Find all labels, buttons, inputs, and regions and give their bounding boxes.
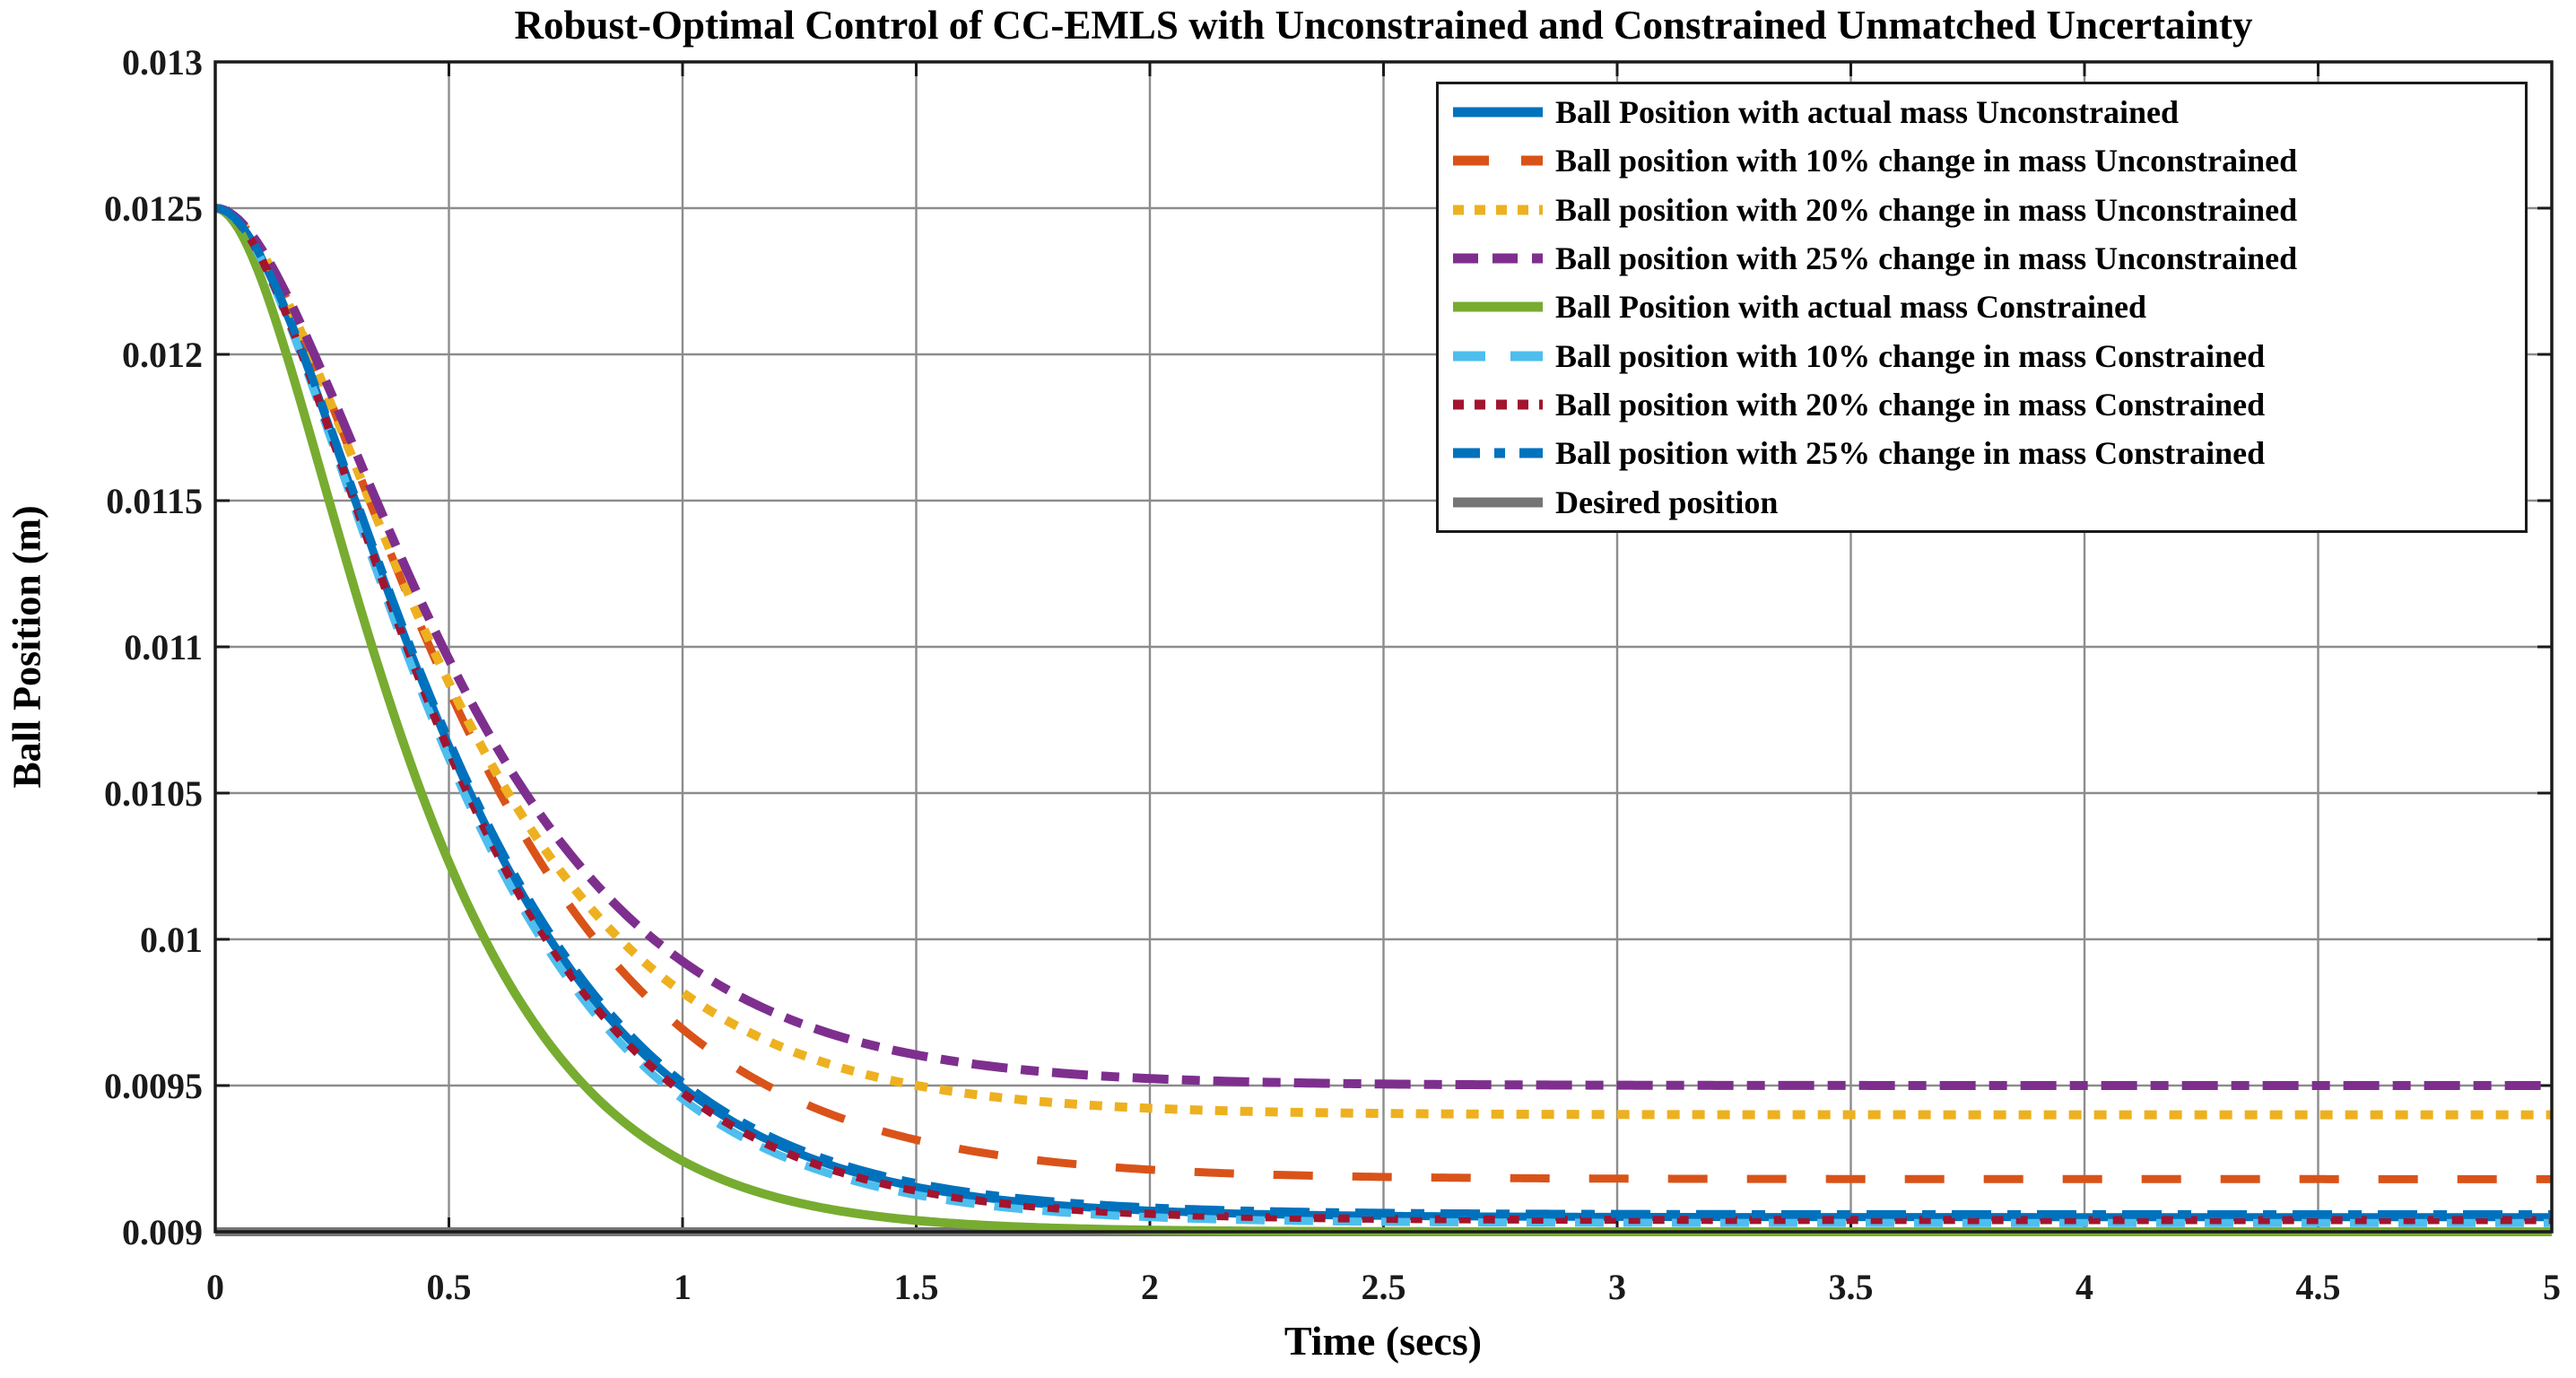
legend-item-u-actual: Ball Position with actual mass Unconstra… <box>1451 90 2519 135</box>
x-axis-label: Time (secs) <box>1284 1318 1483 1364</box>
legend-line-sample <box>1453 301 1543 312</box>
legend-item-c-25: Ball position with 25% change in mass Co… <box>1451 431 2519 475</box>
x-tick-label: 0 <box>206 1267 224 1307</box>
legend-label: Ball Position with actual mass Unconstra… <box>1555 94 2180 131</box>
legend-item-u-25: Ball position with 25% change in mass Un… <box>1451 236 2519 281</box>
axis-frame <box>213 60 2554 1234</box>
y-tick-label: 0.012 <box>122 335 203 375</box>
x-tick-label: 0.5 <box>427 1267 472 1307</box>
curve-u-10 <box>214 204 2552 1183</box>
x-tick-label: 3.5 <box>1829 1267 1874 1307</box>
legend-item-u-10: Ball position with 10% change in mass Un… <box>1451 138 2519 183</box>
x-tick-label: 1.5 <box>894 1267 939 1307</box>
legend-item-c-actual: Ball Position with actual mass Constrain… <box>1451 284 2519 329</box>
legend-line-sample <box>1453 205 1543 215</box>
legend-line-sample <box>1453 107 1543 118</box>
legend-label: Ball position with 20% change in mass Un… <box>1555 191 2298 228</box>
curve-u-25 <box>214 204 2552 1090</box>
y-tick-label: 0.0125 <box>104 188 203 229</box>
y-tick-label: 0.0095 <box>104 1066 203 1106</box>
legend-label: Ball position with 25% change in mass Un… <box>1555 240 2298 277</box>
curve-c-25 <box>214 204 2552 1218</box>
y-tick-label: 0.009 <box>122 1212 203 1252</box>
curve-c-20 <box>214 204 2552 1225</box>
legend-label: Ball position with 25% change in mass Co… <box>1555 435 2266 472</box>
x-tick-label: 3 <box>1608 1267 1626 1307</box>
legend-item-c-10: Ball position with 10% change in mass Co… <box>1451 334 2519 379</box>
x-tick-label: 1 <box>674 1267 692 1307</box>
legend-label: Ball position with 10% change in mass Un… <box>1555 143 2298 179</box>
legend-item-c-20: Ball position with 20% change in mass Co… <box>1451 382 2519 427</box>
chart-title: Robust-Optimal Control of CC-EMLS with U… <box>514 3 2253 48</box>
legend-label: Ball position with 20% change in mass Co… <box>1555 387 2266 423</box>
legend-line-sample <box>1453 253 1543 264</box>
y-tick-label: 0.01 <box>140 920 203 960</box>
legend-line-sample <box>1453 399 1543 410</box>
legend-line-sample <box>1453 155 1543 166</box>
legend-item-desired: Desired position <box>1451 480 2519 525</box>
legend: Ball Position with actual mass Unconstra… <box>1436 82 2528 533</box>
legend-line-sample <box>1453 497 1543 508</box>
legend-line-sample <box>1453 351 1543 362</box>
x-tick-label: 5 <box>2543 1267 2561 1307</box>
tick-labels: 0 0.5 1 1.5 2 2.5 3 3.5 4 4.5 5 0.013 0.0125 0.012 0.0… <box>104 42 2561 1307</box>
y-tick-label: 0.011 <box>124 627 203 667</box>
legend-label: Desired position <box>1555 484 1779 520</box>
legend-label: Ball Position with actual mass Constrain… <box>1555 289 2147 326</box>
y-tick-label: 0.0115 <box>106 481 203 521</box>
y-axis-label: Ball Position (m) <box>4 505 49 789</box>
x-tick-label: 4.5 <box>2296 1267 2341 1307</box>
legend-item-u-20: Ball position with 20% change in mass Un… <box>1451 188 2519 232</box>
axis-box <box>213 60 2554 1234</box>
legend-line-sample <box>1453 448 1543 458</box>
x-tick-label: 2 <box>1141 1267 1159 1307</box>
y-tick-label: 0.0105 <box>104 773 203 814</box>
x-tick-label: 4 <box>2076 1267 2093 1307</box>
x-tick-label: 2.5 <box>1362 1267 1406 1307</box>
legend-label: Ball position with 10% change in mass Co… <box>1555 337 2266 374</box>
y-tick-label: 0.013 <box>122 42 203 83</box>
